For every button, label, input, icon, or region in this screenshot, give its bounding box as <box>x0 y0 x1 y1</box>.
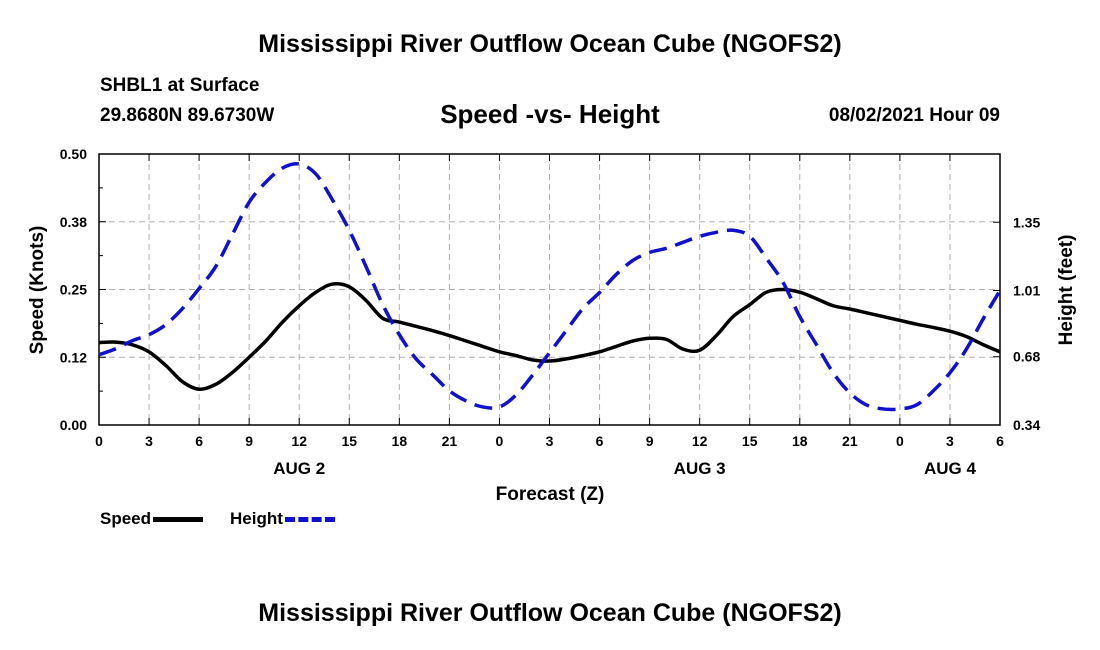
series-lines <box>98 162 1002 412</box>
x-tick-label: 3 <box>145 433 153 449</box>
x-tick-label: 0 <box>496 433 504 449</box>
y-left-tick-label: 0.00 <box>60 417 87 433</box>
x-tick-label: 15 <box>742 433 758 449</box>
y-right-tick-label: 1.01 <box>1013 283 1040 299</box>
x-tick-label: 21 <box>842 433 858 449</box>
axis-ticks: 0 3 6 9 12 15 18 21 0 3 6 9 12 15 18 21 0 3 6 AUG 2 AUG 3 AUG… <box>60 146 1041 478</box>
station-label: SHBL1 at Surface <box>100 75 260 96</box>
x-tick-label: 0 <box>896 433 904 449</box>
legend-speed: Speed <box>100 509 204 529</box>
x-tick-label: 6 <box>195 433 203 449</box>
x-tick-label: 12 <box>692 433 708 449</box>
y-axis-right-label: Height (feet) <box>1056 235 1077 346</box>
y-left-tick-label: 0.12 <box>60 349 87 365</box>
legend-height-swatch <box>284 516 335 522</box>
x-date-label: AUG 2 <box>273 459 325 478</box>
x-tick-label: 0 <box>95 433 103 449</box>
legend-speed-swatch <box>153 516 204 522</box>
legend-speed-label: Speed <box>100 509 152 528</box>
x-tick-label: 3 <box>946 433 954 449</box>
x-tick-label: 6 <box>596 433 604 449</box>
series-line-speed <box>98 281 1001 392</box>
x-date-label: AUG 4 <box>924 459 977 478</box>
chart-footer-title: Mississippi River Outflow Ocean Cube (NG… <box>258 599 842 627</box>
chart-main-title: Mississippi River Outflow Ocean Cube (NG… <box>258 30 842 58</box>
series-line-height <box>98 162 1002 412</box>
station-coordinates: 29.8680N 89.6730W <box>100 105 275 126</box>
x-tick-label: 6 <box>996 433 1004 449</box>
y-right-tick-label: 0.34 <box>1013 417 1040 433</box>
x-tick-label: 15 <box>341 433 357 449</box>
legend-height: Height <box>230 509 335 529</box>
chart-subtitle: Speed -vs- Height <box>440 99 660 129</box>
x-axis-label: Forecast (Z) <box>496 484 605 505</box>
x-tick-label: 18 <box>392 433 408 449</box>
y-right-tick-label: 0.68 <box>1013 349 1040 365</box>
x-tick-label: 21 <box>442 433 458 449</box>
grid-lines <box>99 154 1000 425</box>
y-right-tick-label: 1.35 <box>1013 214 1040 230</box>
forecast-datetime: 08/02/2021 Hour 09 <box>828 105 1000 126</box>
y-left-tick-label: 0.25 <box>60 282 87 298</box>
legend-height-label: Height <box>230 509 283 528</box>
y-axis-left-label: Speed (Knots) <box>27 226 48 355</box>
x-tick-label: 9 <box>646 433 654 449</box>
y-left-tick-label: 0.50 <box>60 146 87 162</box>
x-date-label: AUG 3 <box>674 459 726 478</box>
x-tick-label: 3 <box>546 433 554 449</box>
x-tick-label: 9 <box>245 433 253 449</box>
y-left-tick-label: 0.38 <box>60 214 87 230</box>
x-tick-label: 18 <box>792 433 808 449</box>
x-tick-label: 12 <box>291 433 307 449</box>
